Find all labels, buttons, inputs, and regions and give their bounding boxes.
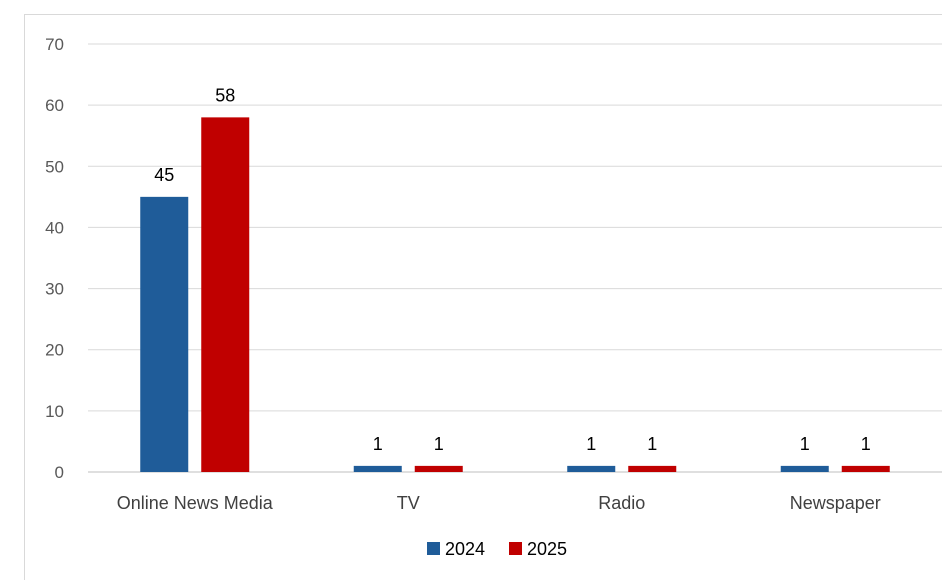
data-label: 45 xyxy=(154,165,174,185)
bar xyxy=(140,196,189,472)
legend-swatch xyxy=(509,542,522,555)
data-label: 1 xyxy=(586,434,596,454)
y-tick-label: 70 xyxy=(45,35,64,54)
bar xyxy=(780,465,829,472)
bar xyxy=(628,465,677,472)
legend-label: 2024 xyxy=(445,539,485,559)
data-label: 1 xyxy=(434,434,444,454)
x-tick-label: Newspaper xyxy=(790,493,881,513)
y-tick-label: 0 xyxy=(55,463,64,482)
data-label: 58 xyxy=(215,85,235,105)
y-tick-label: 20 xyxy=(45,341,64,360)
data-label: 1 xyxy=(373,434,383,454)
y-tick-label: 50 xyxy=(45,157,64,176)
legend-swatch xyxy=(427,542,440,555)
bar xyxy=(201,117,250,472)
data-label: 1 xyxy=(647,434,657,454)
x-tick-label: TV xyxy=(397,493,420,513)
data-label: 1 xyxy=(800,434,810,454)
chart-frame xyxy=(24,14,942,580)
legend-label: 2025 xyxy=(527,539,567,559)
bar xyxy=(353,465,402,472)
bar xyxy=(567,465,616,472)
x-tick-label: Radio xyxy=(598,493,645,513)
bar xyxy=(414,465,463,472)
data-label: 1 xyxy=(861,434,871,454)
y-tick-label: 10 xyxy=(45,402,64,421)
y-tick-label: 60 xyxy=(45,96,64,115)
x-tick-label: Online News Media xyxy=(117,493,274,513)
bar xyxy=(841,465,890,472)
y-tick-label: 40 xyxy=(45,218,64,237)
y-tick-label: 30 xyxy=(45,280,64,299)
